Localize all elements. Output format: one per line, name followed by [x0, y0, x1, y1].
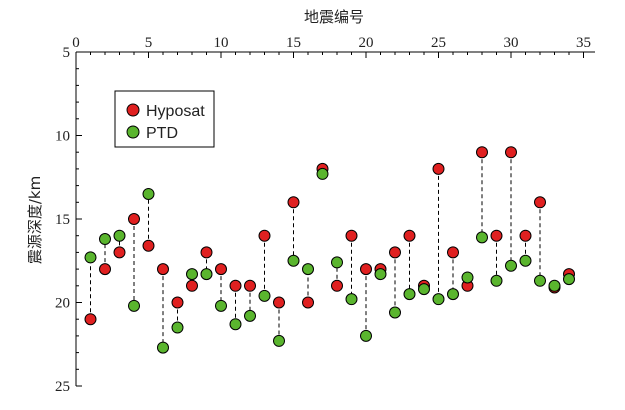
point-ptd [200, 268, 213, 281]
point-ptd [432, 293, 445, 306]
point-ptd [258, 289, 271, 302]
point-ptd [302, 263, 314, 276]
point-ptd [113, 229, 126, 242]
point-hyposat [273, 296, 285, 309]
point-hyposat [157, 263, 169, 276]
x-tick-label: 5 [145, 35, 153, 51]
connector-lines [90, 152, 570, 348]
point-hyposat [302, 296, 314, 309]
point-hyposat [99, 263, 111, 276]
point-hyposat [505, 146, 517, 159]
point-ptd [360, 329, 372, 342]
point-ptd [99, 233, 111, 246]
point-ptd [229, 318, 242, 331]
x-axis-label: 地震编号 [304, 8, 364, 26]
point-hyposat [534, 196, 546, 209]
point-hyposat [447, 246, 459, 259]
point-ptd [389, 306, 401, 319]
point-ptd [142, 187, 155, 200]
point-ptd [403, 288, 416, 301]
point-ptd [186, 268, 198, 281]
point-ptd [287, 254, 300, 267]
x-tick-label: 20 [359, 35, 374, 51]
x-tick-label: 0 [72, 35, 80, 51]
y-ticks: 5 10 15 20 25 [55, 45, 82, 395]
point-ptd [447, 288, 459, 301]
point-ptd [316, 167, 329, 180]
point-hyposat [142, 239, 155, 252]
point-ptd [563, 273, 575, 286]
point-ptd [461, 271, 474, 284]
x-tick-label: 30 [504, 35, 519, 51]
point-ptd [345, 293, 358, 306]
point-ptd [418, 283, 430, 296]
y-tick-label: 20 [55, 296, 70, 312]
point-ptd [157, 341, 169, 354]
point-ptd [331, 256, 343, 269]
point-hyposat [171, 296, 184, 309]
point-ptd [128, 299, 140, 312]
point-hyposat [113, 246, 126, 259]
point-hyposat [84, 313, 97, 326]
x-tick-label: 35 [576, 35, 591, 51]
x-ticks: 0 5 10 15 20 25 30 35 [72, 35, 591, 58]
point-hyposat [128, 213, 140, 225]
point-ptd [476, 231, 488, 244]
point-hyposat [244, 279, 256, 292]
point-hyposat [403, 229, 416, 242]
point-hyposat [519, 229, 532, 242]
point-hyposat [476, 146, 488, 159]
point-ptd [505, 259, 517, 272]
legend: Hyposat PTD [114, 90, 215, 148]
point-hyposat [331, 279, 343, 292]
point-ptd [273, 334, 285, 347]
legend-label-ptd: PTD [146, 125, 178, 142]
point-ptd [519, 254, 532, 267]
x-tick-label: 15 [286, 35, 301, 51]
y-axis-label: 震源深度/km [26, 176, 44, 264]
y-tick-label: 25 [55, 379, 70, 395]
y-tick-label: 15 [55, 212, 70, 228]
y-tick-label: 10 [55, 129, 70, 145]
point-ptd [374, 268, 387, 281]
data-points [84, 146, 575, 354]
point-hyposat [432, 162, 445, 175]
x-tick-label: 25 [431, 35, 446, 51]
point-hyposat [345, 229, 358, 242]
x-tick-label: 10 [214, 35, 229, 51]
point-hyposat [389, 246, 401, 259]
legend-marker-ptd [126, 125, 140, 139]
legend-label-hyposat: Hyposat [146, 103, 205, 120]
point-ptd [215, 299, 227, 312]
point-hyposat [215, 263, 227, 276]
point-ptd [244, 309, 256, 322]
point-hyposat [490, 229, 503, 242]
point-ptd [490, 274, 503, 287]
point-ptd [548, 279, 561, 292]
point-hyposat [287, 196, 300, 209]
point-ptd [171, 321, 184, 334]
point-ptd [84, 251, 97, 264]
point-hyposat [186, 279, 198, 292]
point-hyposat [200, 246, 213, 259]
point-hyposat [360, 263, 372, 276]
legend-marker-hyposat [126, 103, 140, 117]
y-tick-label: 5 [63, 45, 71, 61]
point-hyposat [229, 279, 242, 292]
point-hyposat [258, 229, 271, 242]
point-ptd [534, 274, 546, 287]
